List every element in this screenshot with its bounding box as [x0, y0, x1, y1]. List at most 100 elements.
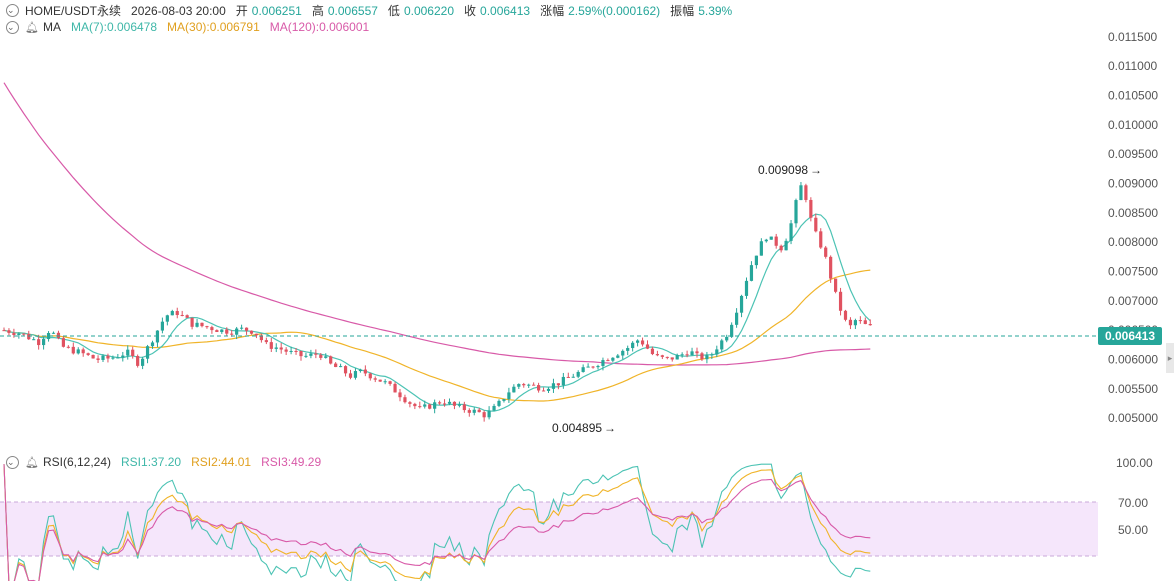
- ma120-line: [3, 82, 871, 366]
- candle-body: [358, 369, 362, 372]
- candle-body: [230, 333, 234, 335]
- candle-body: [492, 405, 496, 411]
- candle-body: [220, 329, 224, 333]
- candle-body: [858, 320, 862, 322]
- candle-body: [314, 353, 318, 355]
- bell-icon[interactable]: 🔔︎: [25, 456, 39, 469]
- low-arrow-icon: →: [604, 421, 616, 435]
- candle-body: [37, 339, 41, 346]
- last-price-value: 0.006413: [1105, 329, 1155, 343]
- ma120-polyline: [3, 82, 871, 366]
- candle-body: [388, 381, 392, 384]
- candle-body: [477, 409, 481, 413]
- candle-body: [56, 332, 61, 339]
- candle-body: [71, 346, 75, 354]
- candle-body: [334, 363, 338, 368]
- candle-body: [804, 185, 808, 200]
- candle-body: [145, 346, 150, 359]
- candle-body: [131, 349, 135, 357]
- candle-body: [591, 366, 595, 368]
- candle-body: [799, 185, 803, 201]
- candle-body: [566, 376, 570, 378]
- candle-body: [497, 400, 501, 406]
- candle-body: [195, 322, 199, 327]
- candle-body: [304, 355, 308, 357]
- candle-body: [546, 388, 551, 391]
- rsi2-polyline: [3, 464, 871, 581]
- candle-body: [700, 353, 704, 360]
- candle-body: [343, 366, 348, 374]
- candle-body: [735, 312, 739, 325]
- candle-body: [487, 410, 491, 418]
- candle-body: [482, 412, 486, 418]
- amplitude-label: 振幅: [670, 4, 695, 18]
- candle-body: [769, 236, 773, 240]
- candle-body: [155, 330, 160, 343]
- chevron-down-icon[interactable]: ⌄: [6, 455, 19, 469]
- candle-body: [249, 330, 254, 334]
- panel-expand-handle[interactable]: ▸: [1166, 343, 1174, 373]
- high-label: 高: [311, 4, 324, 18]
- candle-body: [730, 324, 734, 337]
- candle-body: [428, 404, 432, 409]
- candle-body: [299, 351, 303, 357]
- candle-body: [655, 354, 659, 356]
- candle-body: [675, 355, 679, 360]
- bell-icon[interactable]: 🔔︎: [25, 21, 39, 34]
- candle-body: [779, 245, 783, 251]
- candle-body: [27, 333, 31, 340]
- candle-body: [532, 384, 536, 386]
- rsi-band: [0, 502, 1098, 556]
- candle-body: [838, 291, 843, 311]
- candle-body: [413, 403, 417, 407]
- low-annotation: 0.004895 →: [552, 421, 616, 435]
- candle-body: [725, 336, 729, 341]
- chevron-down-icon[interactable]: ⌄: [6, 4, 19, 17]
- candle-body: [611, 357, 615, 361]
- low-value: 0.006220: [403, 3, 454, 18]
- candle-body: [329, 356, 333, 364]
- price-tick-6: 0.008500: [1108, 206, 1158, 220]
- price-tick-8: 0.007500: [1108, 265, 1158, 279]
- ma30-value: MA(30):0.006791: [167, 20, 260, 34]
- candle-body: [165, 315, 169, 322]
- candle-body: [235, 328, 239, 335]
- chevron-down-icon[interactable]: ⌄: [6, 20, 19, 34]
- candle-body: [863, 320, 867, 325]
- candle-body: [264, 340, 268, 343]
- candle-body: [457, 404, 461, 406]
- candle-body: [616, 355, 620, 358]
- candle-body: [368, 373, 372, 379]
- candle-body: [522, 384, 526, 386]
- rsi-legend-label: RSI(6,12,24): [42, 455, 112, 469]
- candle-body: [200, 322, 204, 327]
- candle-body: [81, 349, 85, 354]
- candle-body: [46, 333, 51, 340]
- ma-legend-label: MA: [42, 20, 61, 34]
- candle-body: [136, 356, 140, 366]
- candle-body: [294, 350, 298, 352]
- rsi-tick-50: 50.00: [1118, 523, 1148, 537]
- candle-body: [715, 349, 719, 355]
- rsi1-polyline: [3, 463, 871, 581]
- candle-body: [814, 217, 818, 232]
- candle-body: [467, 410, 471, 413]
- candle-body: [274, 347, 278, 349]
- candle-body: [61, 338, 65, 347]
- candle-body: [631, 342, 635, 349]
- candle-body: [190, 317, 194, 327]
- candle-body: [789, 223, 793, 241]
- close-value: 0.006413: [480, 3, 531, 18]
- candle-body: [160, 321, 164, 331]
- low-label: 低: [387, 4, 400, 18]
- candle-body: [650, 348, 655, 355]
- candle-body: [527, 384, 531, 386]
- candle-body: [353, 371, 358, 378]
- candle-body: [240, 327, 244, 329]
- candle-body: [378, 379, 382, 382]
- candle-body: [665, 356, 669, 358]
- candle-body: [363, 369, 367, 374]
- last-price-badge: 0.006413: [1098, 327, 1162, 345]
- close-label: 收: [464, 4, 477, 18]
